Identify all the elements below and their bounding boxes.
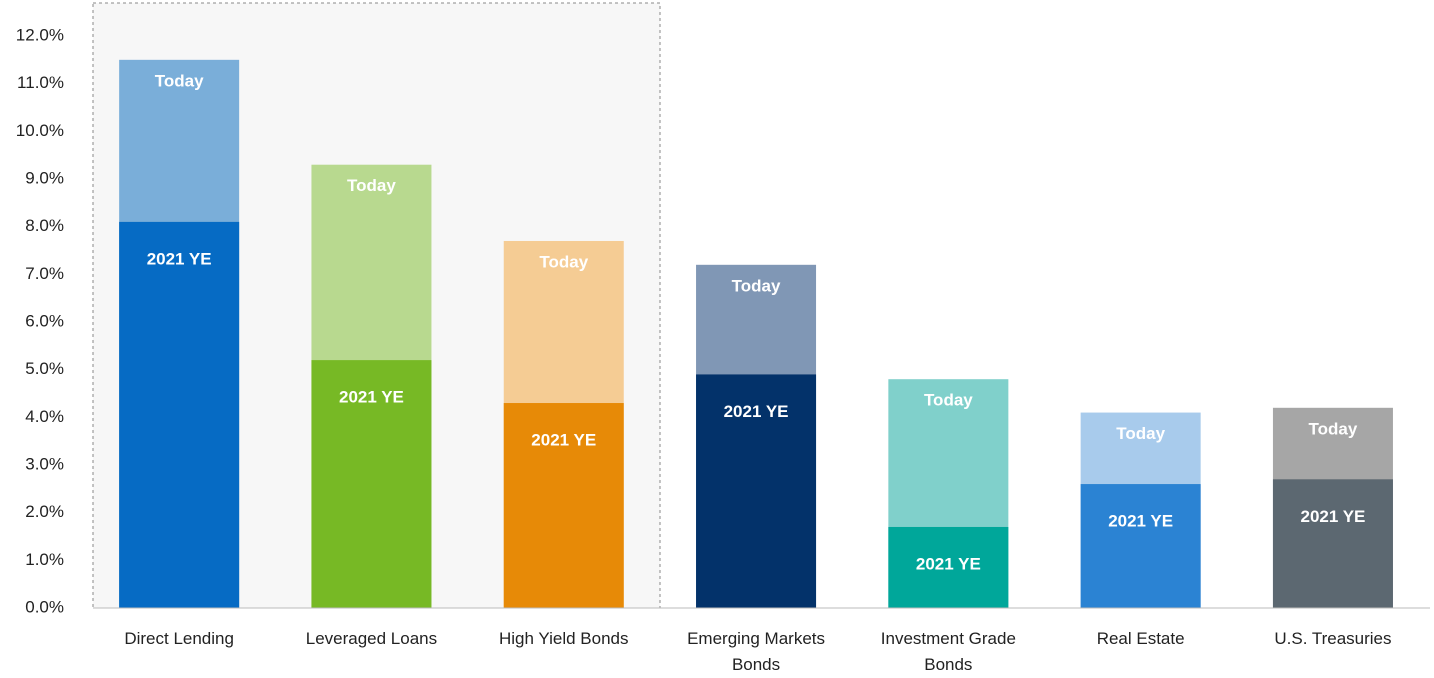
y-tick-label: 1.0% (25, 550, 64, 569)
x-tick-label: U.S. Treasuries (1274, 629, 1392, 648)
bar (696, 374, 817, 608)
bar (119, 221, 240, 608)
segment-label: Today (155, 71, 204, 90)
y-tick-label: 0.0% (25, 597, 64, 616)
y-tick-label: 8.0% (25, 216, 64, 235)
x-tick-label: High Yield Bonds (499, 629, 629, 648)
x-tick-label: Investment Grade Bonds (880, 629, 1016, 674)
x-tick-label: Leveraged Loans (305, 629, 438, 648)
y-tick-label: 2.0% (25, 502, 64, 521)
segment-label: 2021 YE (147, 249, 212, 268)
segment-label: 2021 YE (916, 554, 981, 573)
x-tick-label: Direct Lending (124, 629, 234, 648)
segment-label: Today (732, 276, 781, 295)
y-tick-label: 5.0% (25, 359, 64, 378)
y-tick-label: 9.0% (25, 168, 64, 187)
y-tick-label: 10.0% (16, 121, 64, 140)
segment-label: Today (347, 176, 396, 195)
segment-label: Today (1309, 419, 1358, 438)
bar (888, 526, 1009, 608)
segment-label: Today (924, 391, 973, 410)
segment-label: 2021 YE (1300, 507, 1365, 526)
segment-label: Today (1116, 424, 1165, 443)
bar (311, 360, 432, 608)
y-tick-label: 6.0% (25, 311, 64, 330)
segment-label: 2021 YE (531, 431, 596, 450)
bar (503, 403, 624, 608)
segment-label: Today (539, 252, 588, 271)
segment-label: 2021 YE (339, 388, 404, 407)
y-tick-label: 3.0% (25, 454, 64, 473)
y-tick-label: 11.0% (17, 73, 64, 92)
bar (1272, 479, 1393, 608)
segment-label: 2021 YE (1108, 512, 1173, 531)
y-tick-label: 12.0% (16, 25, 64, 44)
y-tick-label: 4.0% (25, 407, 64, 426)
x-tick-label: Emerging Markets Bonds (687, 629, 826, 674)
x-tick-label: Real Estate (1096, 629, 1185, 648)
y-tick-label: 7.0% (25, 264, 64, 283)
bar (1080, 484, 1201, 608)
segment-label: 2021 YE (724, 402, 789, 421)
